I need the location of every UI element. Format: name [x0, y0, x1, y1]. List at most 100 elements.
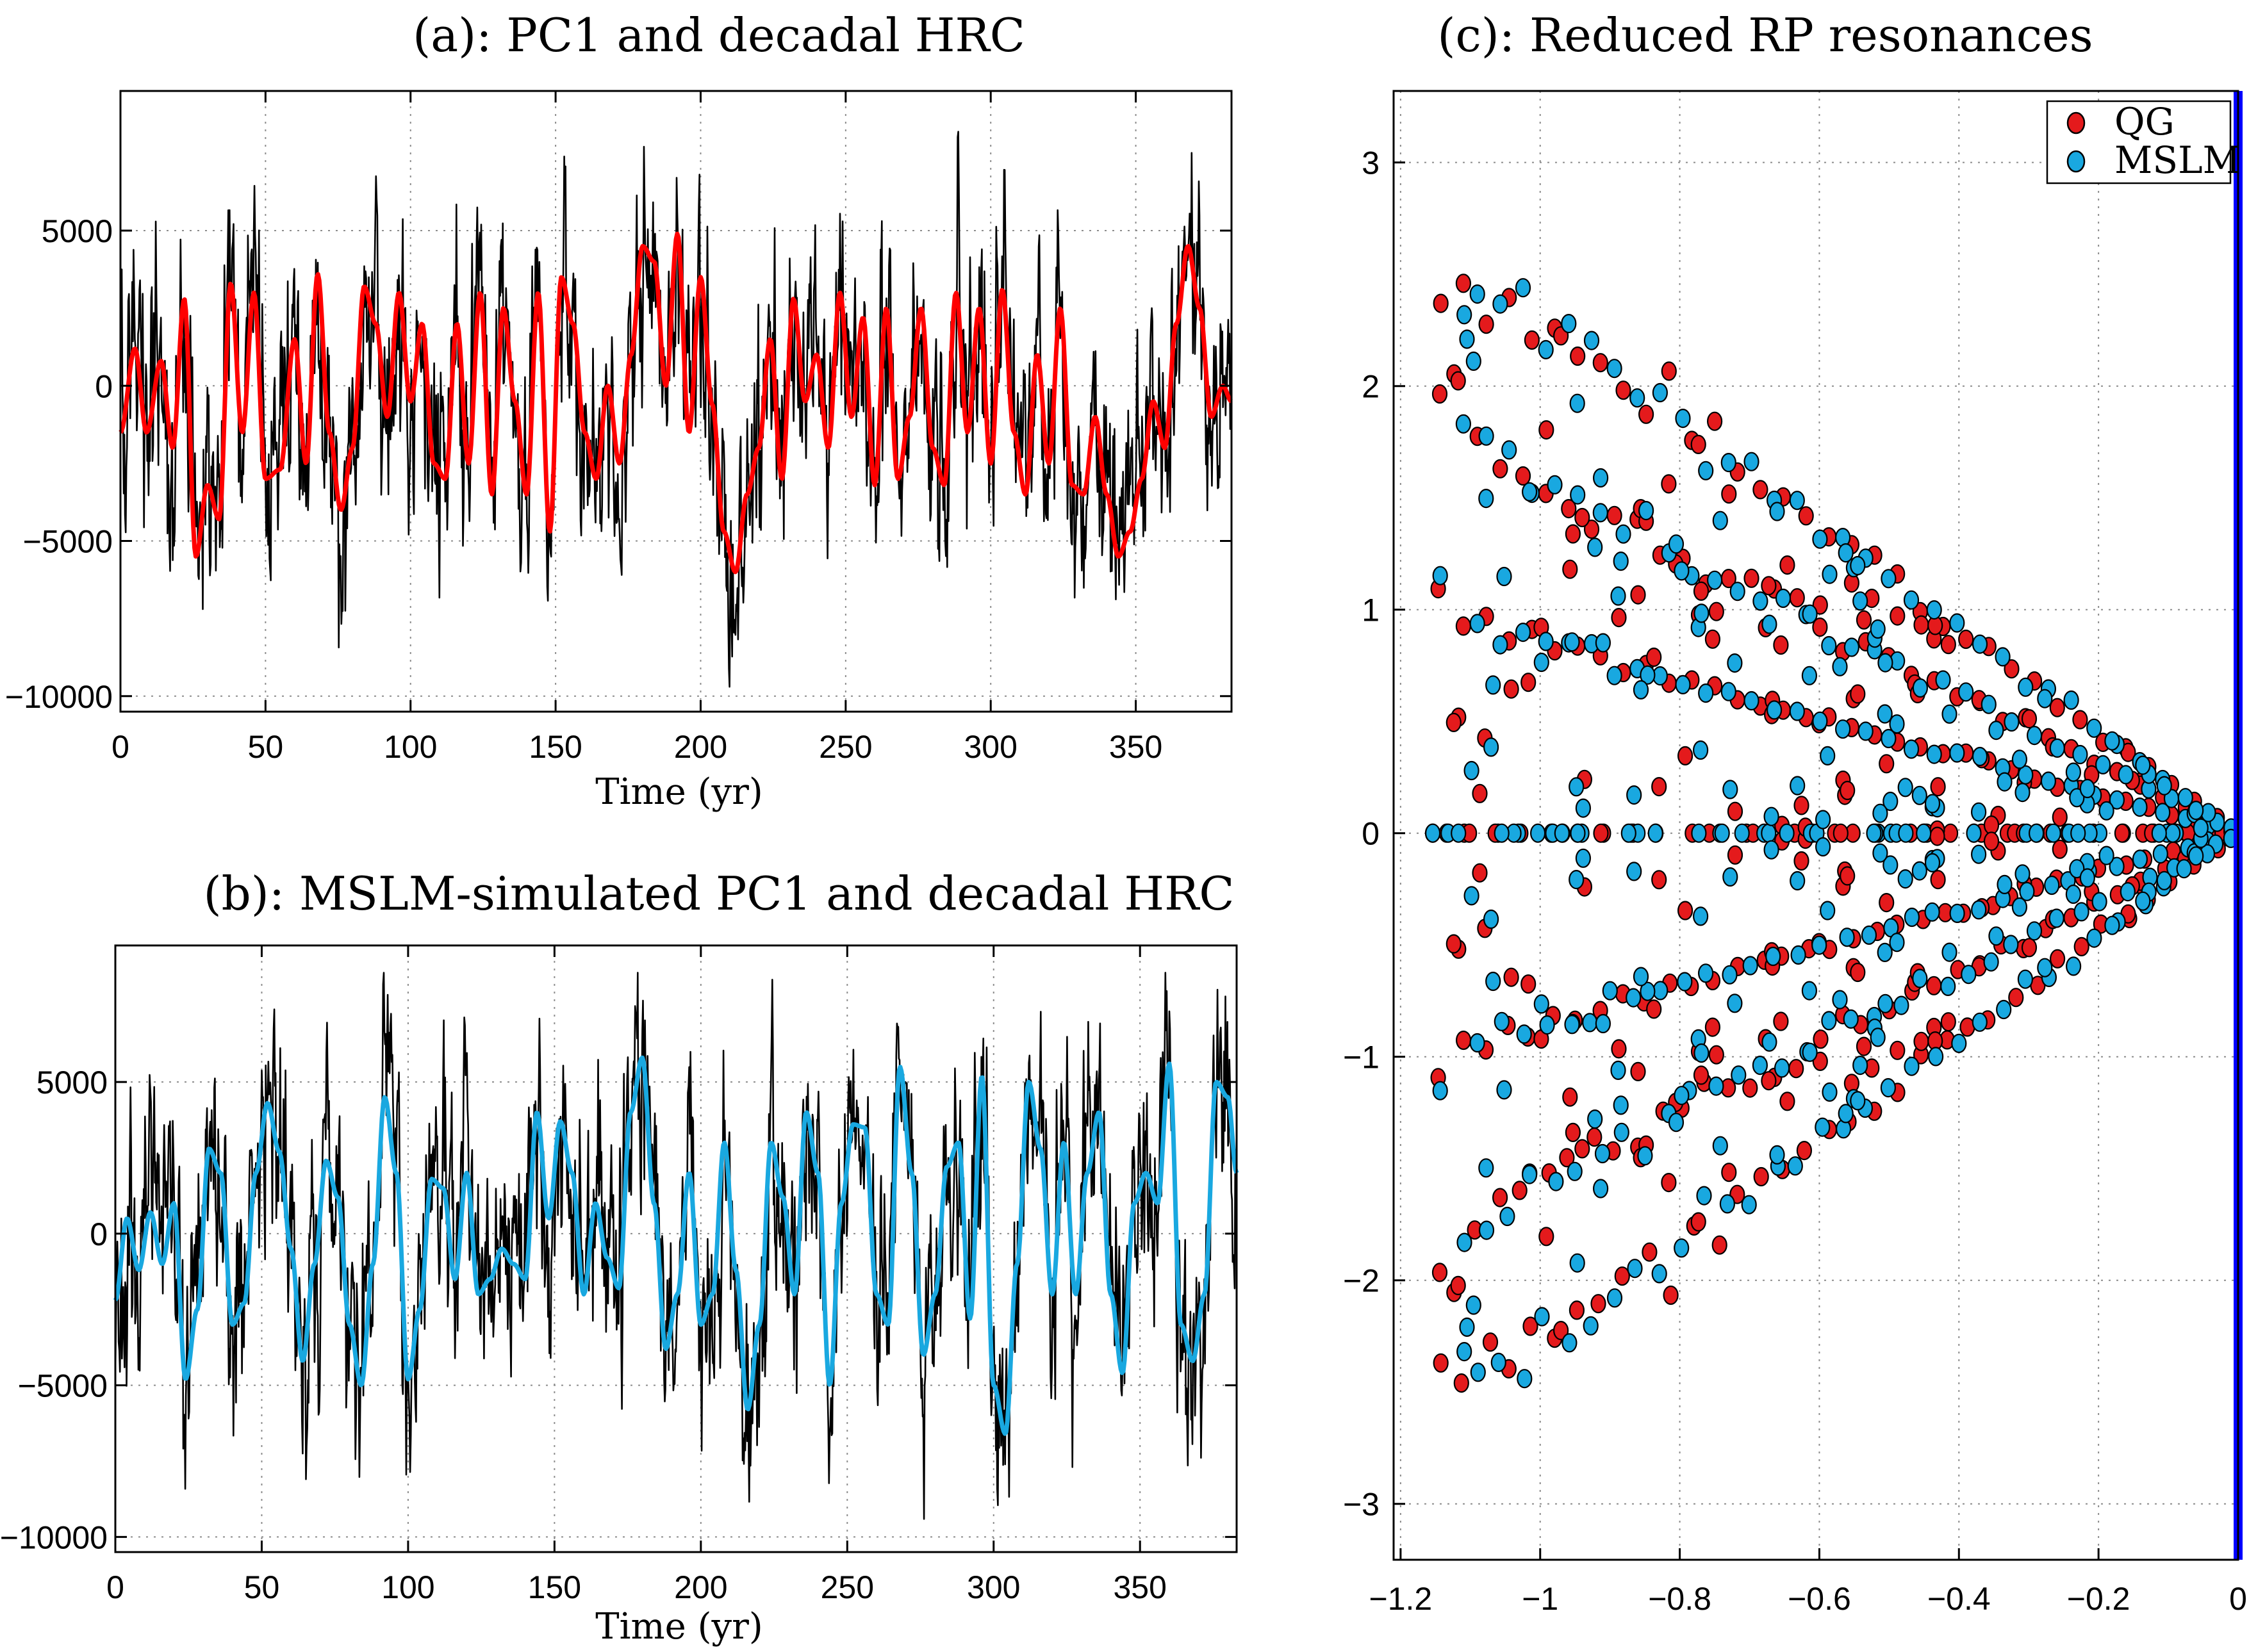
qg-point	[1727, 845, 1743, 865]
mslm-point	[1677, 972, 1693, 992]
mslm-point	[1741, 1195, 1757, 1214]
panel-b-ticks: 0 50 100 150 200 250 300 350 5000 0 −5000 −10000	[0, 945, 1237, 1605]
qg-point	[1611, 607, 1627, 628]
x-tick-label: 350	[1113, 1569, 1166, 1605]
y-tick-label: 5000	[37, 1065, 108, 1100]
mslm-point	[1971, 900, 1987, 920]
mslm-point	[1903, 590, 1920, 610]
qg-point	[1721, 1163, 1737, 1182]
y-tick-label: 5000	[42, 213, 113, 249]
mslm-point	[2132, 849, 2148, 869]
mslm-point	[1972, 634, 1988, 654]
qg-point	[1453, 1373, 1469, 1393]
qg-point	[1611, 1039, 1627, 1059]
mslm-point	[1668, 534, 1685, 554]
qg-point	[2021, 938, 2038, 958]
mslm-point	[1877, 942, 1893, 963]
qg-point	[1520, 974, 1536, 994]
mslm-point	[2098, 801, 2114, 821]
qg-point	[1773, 1011, 1789, 1031]
mslm-point	[2065, 884, 2081, 904]
mslm-point	[1517, 1369, 1533, 1389]
mslm-point	[1501, 440, 1517, 460]
qg-point	[1690, 1212, 1706, 1232]
mslm-point	[1820, 901, 1836, 920]
mslm-point	[2095, 755, 2111, 775]
mslm-point	[1802, 604, 1818, 624]
mslm-point	[1926, 600, 1942, 620]
mslm-point	[1787, 1156, 1803, 1176]
mslm-point	[1432, 1081, 1448, 1100]
mslm-point	[1838, 543, 1854, 563]
qg-point	[1761, 1071, 1777, 1091]
mslm-point	[1613, 1095, 1629, 1115]
mslm-point	[1492, 635, 1508, 655]
mslm-point	[2135, 755, 2151, 775]
panel-c-title: (c): Reduced RP resonances	[1437, 8, 2093, 62]
panel-b-title: (b): MSLM-simulated PC1 and decadal HRC	[204, 867, 1235, 920]
mslm-point	[2193, 818, 2209, 838]
mslm-point	[1912, 969, 1928, 988]
qg-point	[1455, 616, 1471, 636]
qg-point	[1879, 754, 1895, 774]
qg-point	[1538, 1227, 1554, 1247]
panel-b-xlabel: Time (yr)	[595, 1606, 762, 1648]
qg-point	[1840, 866, 1856, 886]
x-tick-label: 300	[964, 729, 1017, 765]
x-tick-label: −1	[1522, 1581, 1558, 1617]
qg-point	[2008, 988, 2024, 1008]
y-tick-label: 0	[95, 368, 113, 404]
panel-b-axes-frame	[114, 944, 1238, 1553]
mslm-point	[1727, 653, 1743, 673]
qg-point	[1630, 1061, 1646, 1082]
mslm-point	[1924, 902, 1940, 922]
mslm-point	[1455, 414, 1471, 434]
qg-point	[1538, 420, 1554, 440]
mslm-point	[1961, 965, 1977, 985]
qg-point	[1524, 330, 1540, 350]
qg-point	[1472, 863, 1488, 883]
pc1-series-line	[114, 972, 1238, 1520]
mslm-point	[2069, 859, 2085, 879]
mslm-point	[1852, 1055, 1868, 1075]
mslm-point	[1496, 566, 1512, 587]
mslm-point	[1761, 614, 1777, 634]
x-tick-label: 200	[674, 729, 727, 765]
qg-point	[1590, 1294, 1606, 1314]
mslm-point	[1610, 1060, 1626, 1081]
mslm-point	[1465, 351, 1481, 372]
mslm-point	[1522, 1165, 1538, 1184]
mslm-point	[2063, 690, 2079, 710]
mslm-point	[1997, 772, 2013, 792]
mslm-point	[1835, 719, 1851, 739]
mslm-point	[2026, 921, 2043, 941]
legend-label-qg: QG	[2114, 100, 2175, 143]
mslm-point	[1924, 794, 1941, 814]
mslm-point	[1638, 500, 1654, 521]
mslm-point	[1469, 614, 1485, 634]
mslm-point	[1966, 823, 1982, 843]
mslm-point	[1988, 926, 2004, 946]
mslm-point	[1852, 591, 1868, 611]
mslm-point	[1469, 1033, 1485, 1053]
mslm-point	[1815, 1117, 1831, 1137]
qg-point	[1793, 851, 1809, 871]
qg-point	[1930, 777, 1946, 797]
mslm-point	[1633, 967, 1649, 986]
mslm-point	[1916, 823, 1932, 843]
mslm-point	[1712, 1136, 1728, 1156]
qg-point	[1661, 474, 1677, 494]
mslm-point	[1877, 704, 1893, 724]
mslm-point	[2086, 718, 2102, 738]
mslm-point	[1593, 468, 1609, 488]
qg-point	[1512, 1181, 1528, 1200]
qg-point	[1433, 1353, 1449, 1373]
mslm-point	[2048, 908, 2064, 928]
qg-point	[1569, 1300, 1585, 1320]
mslm-point	[2011, 749, 2027, 769]
mslm-point	[1941, 942, 1957, 962]
y-tick-label: −5000	[23, 524, 113, 560]
mslm-point	[1882, 791, 1899, 812]
qg-point	[1798, 506, 1814, 526]
mslm-point	[1595, 1013, 1611, 1034]
